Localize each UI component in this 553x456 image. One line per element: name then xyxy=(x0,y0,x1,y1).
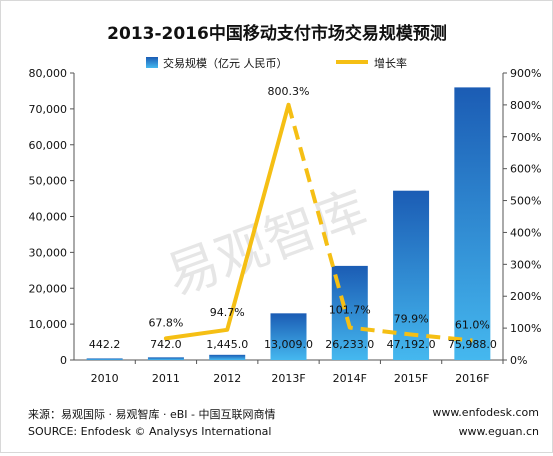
y-left-tick-label: 40,000 xyxy=(29,211,68,224)
url-eguan: www.eguan.cn xyxy=(458,425,539,438)
legend-bar-label: 交易规模（亿元 人民币） xyxy=(163,56,288,70)
x-tick-label: 2016F xyxy=(455,372,489,385)
bar-value-label: 442.2 xyxy=(89,338,121,351)
legend-bar-swatch xyxy=(146,57,158,68)
y-right-tick-label: 200% xyxy=(510,290,541,303)
bar-value-label: 742.0 xyxy=(150,338,182,351)
bar-2010 xyxy=(86,358,123,360)
growth-value-label: 67.8% xyxy=(148,316,183,329)
growth-line-actual xyxy=(163,102,291,341)
y-right-tick-label: 900% xyxy=(510,67,541,80)
bar-2015F xyxy=(393,190,430,360)
y-right-tick-label: 800% xyxy=(510,99,541,112)
bar-2016F xyxy=(454,87,491,360)
growth-value-label: 61.0% xyxy=(455,319,490,332)
growth-value-label: 79.9% xyxy=(394,313,429,326)
x-tick-label: 2013F xyxy=(271,372,305,385)
y-right-tick-label: 500% xyxy=(510,195,541,208)
bar-2013F xyxy=(270,313,307,360)
x-tick-label: 2014F xyxy=(333,372,367,385)
source-cn: 来源：易观国际 · 易观智库 · eBI - 中国互联网商情 xyxy=(28,408,276,421)
legend-line-label: 增长率 xyxy=(374,56,407,70)
y-right-tick-label: 300% xyxy=(510,258,541,271)
growth-line-forecast xyxy=(286,104,473,343)
source-en: SOURCE: Enfodesk © Analysys Internationa… xyxy=(28,425,272,438)
y-left-tick-label: 70,000 xyxy=(29,103,68,116)
y-left-tick-label: 0 xyxy=(60,354,67,367)
growth-value-label: 101.7% xyxy=(329,304,371,317)
bar-value-label: 47,192.0 xyxy=(387,338,436,351)
bar-value-label: 75,988.0 xyxy=(448,338,497,351)
y-left-tick-label: 30,000 xyxy=(29,246,68,259)
bar-value-label: 13,009.0 xyxy=(264,338,313,351)
y-left-tick-label: 20,000 xyxy=(29,282,68,295)
y-left-tick-label: 10,000 xyxy=(29,318,68,331)
y-left-tick-label: 60,000 xyxy=(29,139,68,152)
x-tick-label: 2011 xyxy=(152,372,180,385)
y-right-tick-label: 0% xyxy=(510,354,527,367)
chart-title: 2013-2016中国移动支付市场交易规模预测 xyxy=(107,23,447,44)
x-tick-label: 2012 xyxy=(213,372,241,385)
x-tick-label: 2015F xyxy=(394,372,428,385)
y-right-tick-label: 700% xyxy=(510,131,541,144)
y-right-tick-label: 400% xyxy=(510,226,541,239)
bar-2011 xyxy=(147,357,184,360)
x-tick-label: 2010 xyxy=(91,372,119,385)
y-right-tick-label: 600% xyxy=(510,163,541,176)
y-left-tick-label: 80,000 xyxy=(29,67,68,80)
y-right-tick-label: 100% xyxy=(510,322,541,335)
bar-value-label: 1,445.0 xyxy=(206,338,248,351)
growth-value-label: 94.7% xyxy=(210,306,245,319)
growth-value-label: 800.3% xyxy=(268,85,310,98)
y-left-tick-label: 50,000 xyxy=(29,175,68,188)
bar-value-label: 26,233.0 xyxy=(325,338,374,351)
url-enfodesk: www.enfodesk.com xyxy=(432,406,539,419)
bar-2012 xyxy=(209,354,246,360)
